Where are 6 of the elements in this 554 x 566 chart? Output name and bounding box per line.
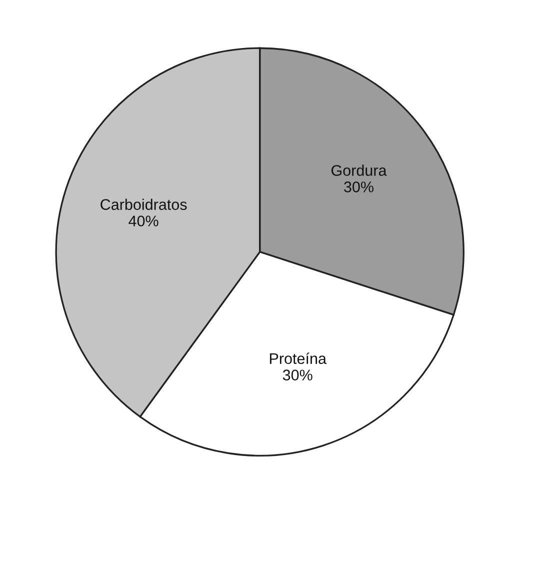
slice-label: Proteína bbox=[270, 352, 326, 364]
slice-label: Gordura bbox=[331, 164, 387, 176]
slice-label: Carboidratos bbox=[100, 198, 187, 210]
data-label: 30% bbox=[282, 370, 312, 380]
data-label: 30% bbox=[344, 182, 374, 192]
data-label: 40% bbox=[128, 216, 158, 226]
